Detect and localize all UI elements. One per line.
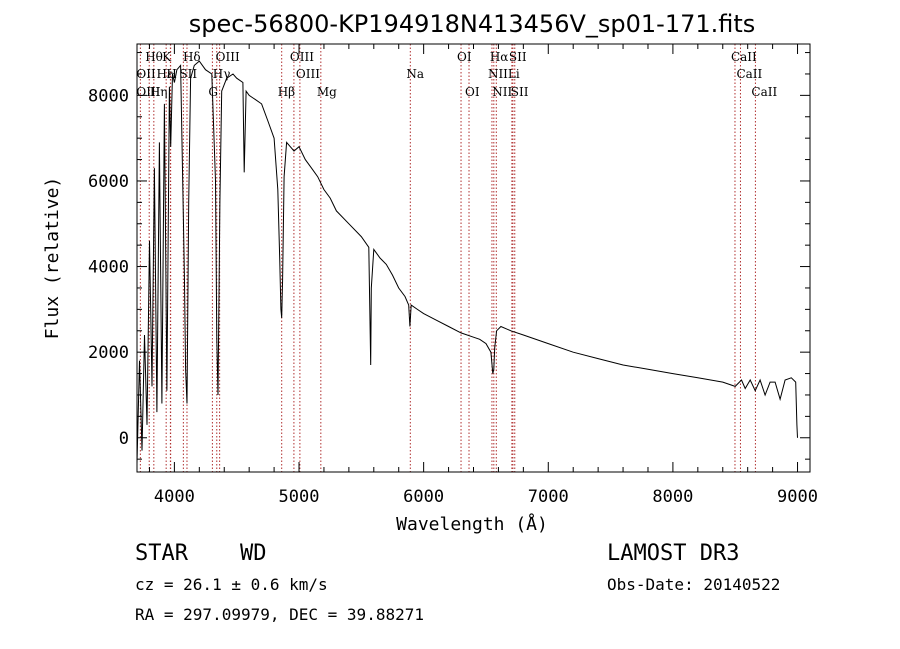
x-tick-label-5000: 5000 [279, 487, 320, 507]
y-tick-label-8000: 8000 [88, 86, 129, 106]
object-subclass: WD [240, 541, 267, 566]
observation-date: Obs-Date: 20140522 [607, 575, 780, 594]
line-label-10: Hε [157, 67, 174, 81]
object-class: STAR [135, 541, 189, 566]
redshift-cz: cz = 26.1 ± 0.6 km/s [135, 575, 328, 594]
line-label-5: OI [457, 50, 472, 64]
y-tick-label-4000: 4000 [88, 258, 129, 278]
line-label-6: Hα [490, 50, 509, 64]
y-tick-label-0: 0 [119, 429, 129, 449]
spectral-line-markers [139, 44, 756, 472]
ra-dec: RA = 297.09979, DEC = 39.88271 [135, 605, 424, 624]
flux-series-line [136, 60, 798, 464]
line-label-0: Hθ [145, 50, 163, 64]
line-label-12: SII [179, 67, 197, 81]
line-label-24: OI [465, 85, 480, 99]
line-label-21: G [208, 85, 218, 99]
chart-title: spec-56800-KP194918N413456V_sp01-171.fit… [189, 10, 756, 38]
x-tick-label-6000: 6000 [403, 487, 444, 507]
line-label-3: OIII [216, 50, 240, 64]
x-tick-label-4000: 4000 [154, 487, 195, 507]
y-tick-label-2000: 2000 [88, 343, 129, 363]
line-label-1: K [162, 50, 172, 64]
x-axis-ticks: 4000 5000 6000 7000 8000 9000 [148, 44, 818, 507]
line-label-4: OIII [290, 50, 314, 64]
x-tick-label-8000: 8000 [652, 487, 693, 507]
plot-frame [136, 43, 811, 473]
x-axis-label: Wavelength (Å) [396, 513, 548, 535]
line-label-18: CaII [736, 67, 762, 81]
line-label-7: SII [509, 50, 527, 64]
survey-name: LAMOST DR3 [607, 541, 739, 566]
line-label-17: Li [508, 67, 520, 81]
line-label-27: CaII [751, 85, 777, 99]
line-label-14: OIII [296, 67, 320, 81]
y-axis-ticks: 0 2000 4000 6000 8000 [88, 52, 810, 460]
line-label-13: Hγ [213, 67, 231, 81]
y-tick-label-6000: 6000 [88, 172, 129, 192]
line-label-16: NII [488, 67, 508, 81]
line-label-15: Na [406, 67, 424, 81]
x-tick-label-9000: 9000 [777, 487, 818, 507]
line-label-26: SII [511, 85, 529, 99]
line-label-25: NII [492, 85, 512, 99]
line-label-23: Mg [317, 85, 337, 99]
line-label-22: Hβ [278, 85, 295, 99]
line-label-9: OII [136, 67, 156, 81]
x-tick-label-7000: 7000 [528, 487, 569, 507]
line-label-20: Hη [150, 85, 168, 99]
line-label-2: Hδ [183, 50, 201, 64]
line-label-8: CaII [731, 50, 757, 64]
y-axis-label: Flux (relative) [42, 177, 63, 340]
line-label-11: H [166, 67, 176, 81]
